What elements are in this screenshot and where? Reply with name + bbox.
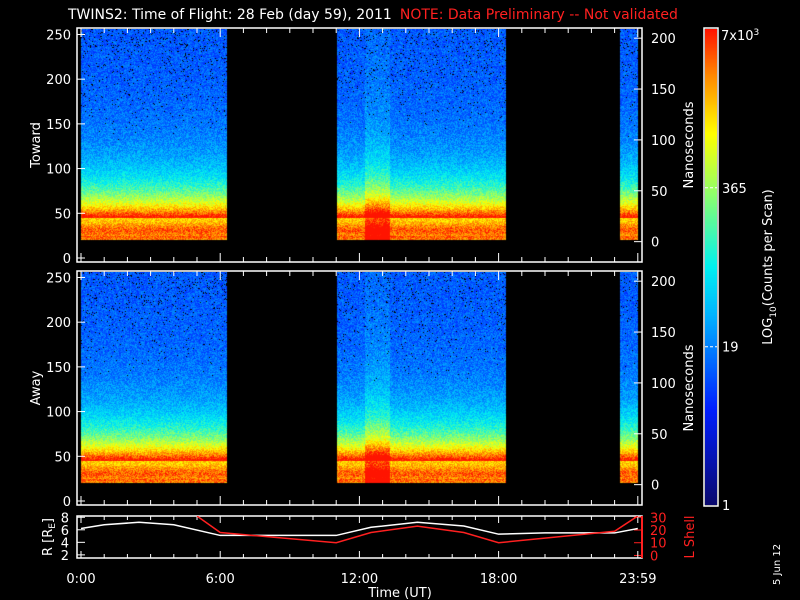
left-tick-label: 200 — [46, 316, 71, 331]
ylabel-right: Nanoseconds — [682, 344, 697, 431]
xlabel: Time (UT) — [367, 586, 432, 600]
ylabel-right: Nanoseconds — [682, 101, 697, 188]
left-tick-label: 250 — [46, 28, 71, 43]
r-tick-label: 4 — [61, 536, 69, 551]
time-tick-label: 23:59 — [619, 572, 656, 587]
left-tick-label: 0 — [63, 252, 71, 267]
panel-frame-toward — [76, 27, 643, 263]
plot-title: TWINS2: Time of Flight: 28 Feb (day 59),… — [68, 7, 678, 23]
left-tick-label: 150 — [46, 361, 71, 376]
ylabel-left: Toward — [29, 122, 44, 169]
left-tick-label: 50 — [54, 207, 71, 222]
left-tick-label: 250 — [46, 271, 71, 286]
left-tick-label: 200 — [46, 73, 71, 88]
ylabel-left: Away — [29, 370, 44, 405]
colorbar_exp: 3 — [754, 28, 760, 38]
right-tick-label: 150 — [651, 326, 676, 341]
lshell-tick-label: 30 — [650, 511, 667, 526]
ylabel-r-part: ] — [41, 518, 56, 523]
title-main: TWINS2: Time of Flight: 28 Feb (day 59),… — [68, 7, 392, 23]
ylabel-r: R [RE] — [41, 518, 58, 556]
colorbar-tick-label: 19 — [722, 341, 739, 356]
date-stamp: 5 Jun 12 — [772, 543, 783, 585]
ylabel-r-part: R [R — [41, 529, 56, 556]
colorbar-label-part: 10 — [769, 306, 779, 318]
right-tick-label: 200 — [651, 275, 676, 290]
ylabel-lshell: L Shell — [683, 515, 698, 558]
title-note: NOTE: Data Preliminary -- Not validated — [399, 7, 678, 23]
panel-frame-away — [76, 270, 643, 506]
time-tick-label: 0:00 — [66, 572, 95, 587]
spectrogram-away — [77, 272, 642, 504]
lshell-tick-label: 20 — [650, 524, 667, 539]
right-tick-label: 50 — [651, 185, 668, 200]
left-tick-label: 100 — [46, 406, 71, 421]
time-tick-label: 18:00 — [480, 572, 517, 587]
colorbar-max-label: 7x103 — [721, 28, 759, 44]
right-tick-label: 200 — [651, 32, 676, 47]
r-tick-label: 8 — [61, 511, 69, 526]
colorbar-label: LOG10(Counts per Scan) — [761, 189, 779, 345]
colorbar-tick-label: 365 — [722, 182, 747, 197]
right-tick-label: 0 — [651, 479, 659, 494]
time-tick-label: 6:00 — [206, 572, 235, 587]
r-series-line — [80, 521, 638, 537]
r-tick-label: 2 — [61, 549, 69, 564]
right-tick-label: 150 — [651, 83, 676, 98]
colorbar_base: 7x10 — [721, 29, 754, 44]
time-tick-label: 12:00 — [341, 572, 378, 587]
lshell-series-line — [196, 516, 639, 544]
colorbar-tick-label: 1 — [722, 499, 730, 514]
left-tick-label: 50 — [54, 450, 71, 465]
colorbar-label-part: (Counts per Scan) — [761, 189, 776, 306]
lshell-tick-label: 0 — [650, 549, 658, 564]
lshell-tick-label: 10 — [650, 537, 667, 552]
left-tick-label: 150 — [46, 118, 71, 133]
ylabel-r-part: E — [48, 523, 58, 529]
spectrogram-toward — [77, 29, 642, 261]
left-tick-label: 0 — [63, 495, 71, 510]
colorbar-frame — [703, 27, 719, 507]
right-tick-label: 100 — [651, 134, 676, 149]
r-tick-label: 6 — [61, 524, 69, 539]
left-tick-label: 100 — [46, 163, 71, 178]
right-tick-label: 50 — [651, 428, 668, 443]
right-tick-label: 100 — [651, 377, 676, 392]
right-tick-label: 0 — [651, 236, 659, 251]
colorbar-label-part: LOG — [761, 318, 776, 345]
colorbar — [705, 29, 717, 505]
